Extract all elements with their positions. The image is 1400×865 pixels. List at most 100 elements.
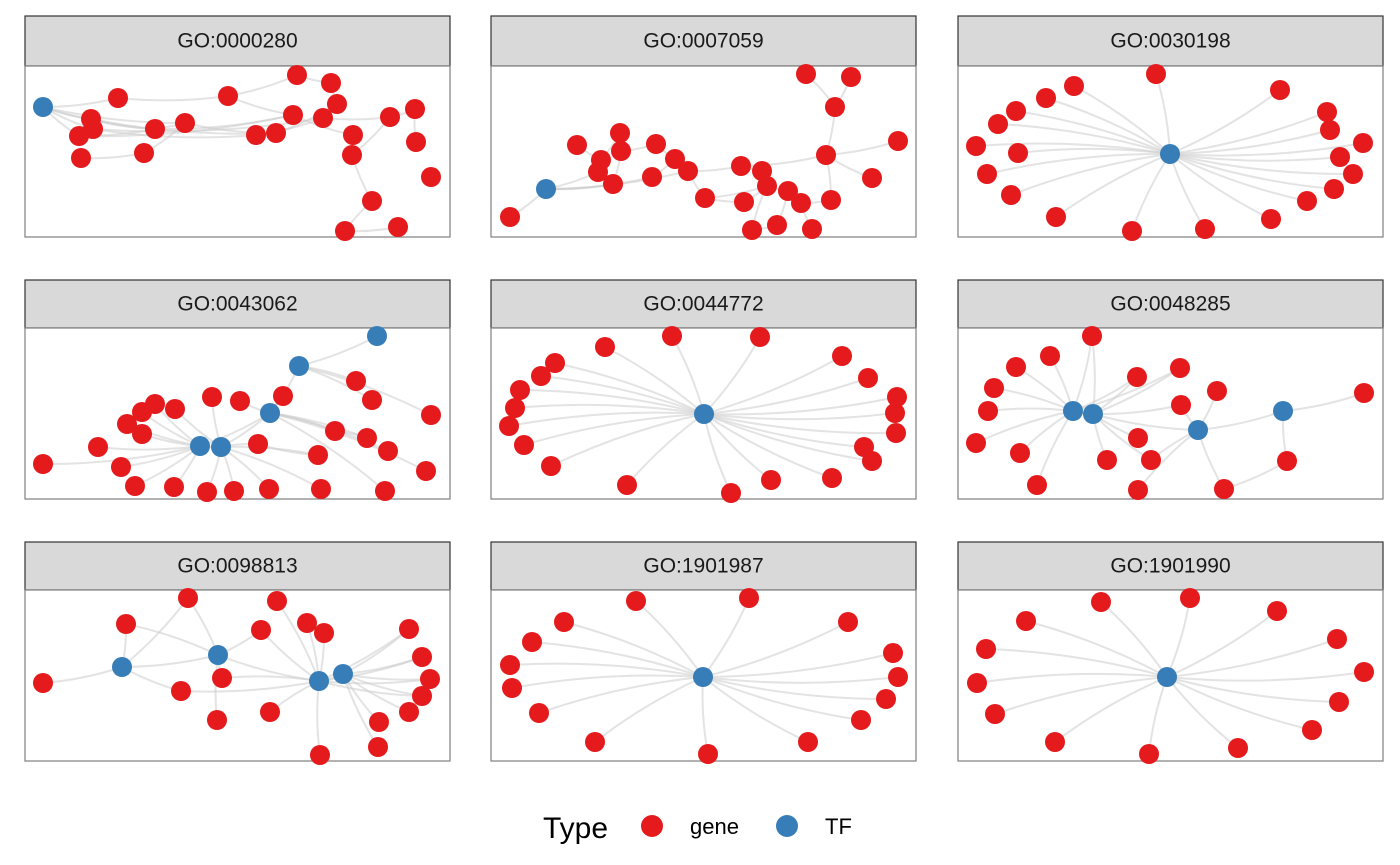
network-edge bbox=[1169, 142, 1364, 157]
legend-label-tf: TF bbox=[825, 814, 852, 839]
gene-node bbox=[1008, 143, 1028, 163]
gene-node bbox=[1329, 692, 1349, 712]
network-edge bbox=[985, 648, 1168, 678]
gene-node bbox=[1091, 592, 1111, 612]
gene-node bbox=[1040, 346, 1060, 366]
gene-node bbox=[1064, 76, 1084, 96]
network-edge bbox=[1166, 610, 1278, 678]
network-edge bbox=[540, 375, 705, 415]
facet-title: GO:0030198 bbox=[1110, 30, 1230, 53]
gene-node bbox=[841, 67, 861, 87]
legend-label-gene: gene bbox=[690, 814, 739, 839]
gene-node bbox=[108, 88, 128, 108]
tf-node bbox=[211, 437, 231, 457]
gene-node bbox=[1317, 102, 1337, 122]
gene-node bbox=[116, 614, 136, 634]
gene-node bbox=[591, 150, 611, 170]
facet-strip bbox=[490, 279, 917, 329]
panel-area bbox=[24, 65, 451, 238]
gene-node bbox=[1122, 221, 1142, 241]
gene-node bbox=[134, 143, 154, 163]
gene-node bbox=[357, 428, 377, 448]
gene-node bbox=[145, 119, 165, 139]
facet-strip bbox=[490, 541, 917, 591]
gene-node bbox=[988, 114, 1008, 134]
gene-node bbox=[313, 108, 333, 128]
gene-node bbox=[1006, 101, 1026, 121]
gene-node bbox=[567, 135, 587, 155]
network-edge bbox=[703, 413, 873, 462]
network-edge bbox=[563, 621, 704, 678]
panel-go-0030198: GO:0030198 bbox=[957, 15, 1384, 241]
network-edge bbox=[604, 346, 705, 415]
gene-node bbox=[1141, 450, 1161, 470]
gene-node bbox=[88, 437, 108, 457]
network-edge bbox=[1169, 89, 1281, 155]
network-edge bbox=[511, 674, 704, 689]
gene-node bbox=[585, 732, 605, 752]
gene-node bbox=[273, 386, 293, 406]
gene-node bbox=[1330, 147, 1350, 167]
legend-title: Type bbox=[543, 812, 608, 845]
gene-node bbox=[1353, 133, 1373, 153]
gene-node bbox=[966, 433, 986, 453]
network-edge bbox=[1010, 153, 1171, 196]
gene-node bbox=[886, 423, 906, 443]
tf-node bbox=[694, 404, 714, 424]
gene-node bbox=[1001, 185, 1021, 205]
legend-key-gene bbox=[641, 815, 663, 837]
network-edge bbox=[1166, 676, 1239, 749]
gene-node bbox=[314, 623, 334, 643]
tf-node bbox=[367, 326, 387, 346]
network-edge bbox=[523, 413, 705, 446]
gene-node bbox=[246, 125, 266, 145]
gene-node bbox=[1027, 475, 1047, 495]
tf-node bbox=[1160, 144, 1180, 164]
network-edge bbox=[97, 445, 201, 451]
gene-node bbox=[412, 647, 432, 667]
panel-go-1901990: GO:1901990 bbox=[957, 541, 1384, 764]
facet-title: GO:0048285 bbox=[1110, 293, 1230, 316]
network-edge bbox=[1166, 638, 1338, 678]
network-edge bbox=[519, 389, 705, 415]
gene-node bbox=[224, 481, 244, 501]
network-edge bbox=[180, 680, 320, 693]
gene-node bbox=[1324, 179, 1344, 199]
network-edge bbox=[702, 676, 899, 684]
network-edge bbox=[703, 413, 833, 479]
network-edge bbox=[1045, 97, 1171, 155]
tf-node bbox=[1063, 401, 1083, 421]
gene-node bbox=[165, 399, 185, 419]
network-edge bbox=[1073, 85, 1171, 155]
gene-node bbox=[761, 470, 781, 490]
gene-node bbox=[1354, 662, 1374, 682]
network-edge bbox=[702, 621, 849, 678]
gene-node bbox=[375, 481, 395, 501]
network-edge bbox=[1054, 676, 1168, 743]
gene-node bbox=[1214, 479, 1234, 499]
network-edge bbox=[509, 662, 704, 678]
gene-node bbox=[1045, 732, 1065, 752]
network-edge bbox=[269, 412, 386, 492]
gene-node bbox=[541, 456, 561, 476]
gene-node bbox=[510, 380, 530, 400]
network-edge bbox=[702, 652, 894, 678]
facet-title: GO:0098813 bbox=[177, 555, 297, 578]
network-nodes bbox=[966, 64, 1373, 241]
gene-node bbox=[380, 107, 400, 127]
network-edge bbox=[594, 676, 704, 743]
gene-node bbox=[327, 94, 347, 114]
gene-node bbox=[731, 156, 751, 176]
gene-node bbox=[1320, 120, 1340, 140]
gene-node bbox=[888, 667, 908, 687]
gene-node bbox=[267, 591, 287, 611]
facet-title: GO:1901987 bbox=[643, 555, 763, 578]
gene-node bbox=[297, 613, 317, 633]
network-edge bbox=[1025, 620, 1168, 678]
network-edge bbox=[1055, 153, 1171, 218]
gene-node bbox=[178, 588, 198, 608]
gene-node bbox=[642, 167, 662, 187]
network-edge bbox=[1166, 671, 1365, 682]
gene-node bbox=[399, 702, 419, 722]
gene-node bbox=[662, 326, 682, 346]
